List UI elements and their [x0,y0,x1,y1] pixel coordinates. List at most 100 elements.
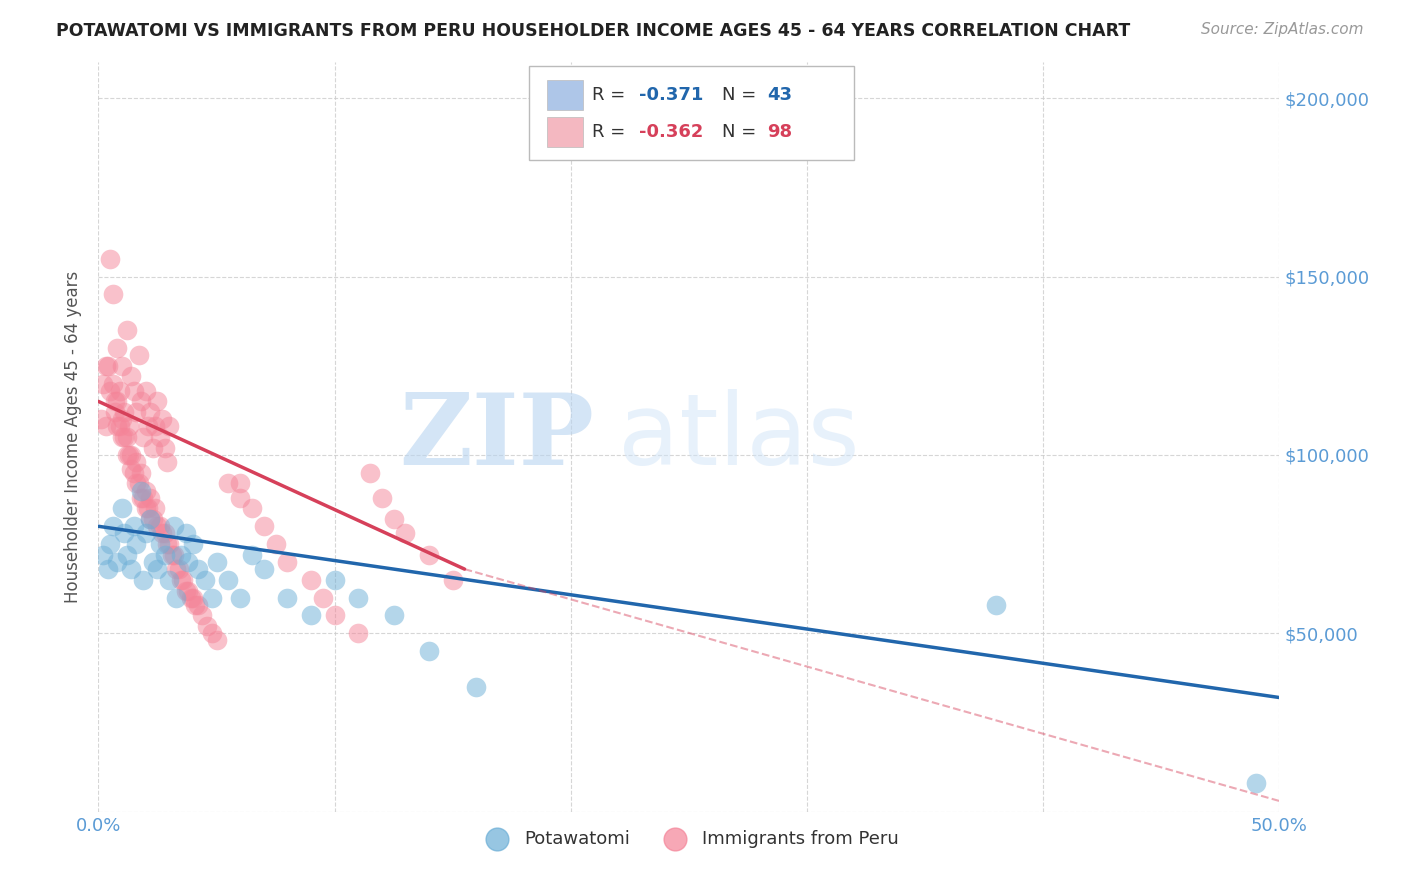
Point [108,419,131,434]
Point [441,573,464,587]
Point [129,394,152,409]
Point [229,491,252,505]
Point [129,491,152,505]
Point [382,608,405,623]
Point [139,405,162,419]
Point [165,562,187,576]
Point [91,548,114,562]
Bar [547,117,582,147]
Point [170,548,193,562]
Point [115,430,138,444]
Point [394,526,416,541]
Point [217,476,239,491]
Point [142,441,165,455]
Point [201,591,224,605]
Point [347,626,370,640]
Point [191,608,214,623]
Point [205,633,228,648]
Point [146,519,169,533]
Text: atlas: atlas [619,389,859,485]
Point [205,555,228,569]
Point [139,491,162,505]
Point [125,476,148,491]
Point [276,591,298,605]
Point [312,591,335,605]
Point [105,419,128,434]
Point [418,548,440,562]
Point [180,591,202,605]
Point [125,537,148,551]
Point [160,548,183,562]
Point [104,394,127,409]
Text: -0.371: -0.371 [640,86,704,103]
Point [187,598,209,612]
Point [187,562,209,576]
Point [128,476,150,491]
Point [165,591,187,605]
Point [105,555,128,569]
Point [195,619,218,633]
Point [229,591,252,605]
Point [101,519,124,533]
Point [91,376,114,391]
Point [105,341,128,355]
Point [143,419,166,434]
Point [112,405,135,419]
Point [97,359,120,373]
Point [90,412,112,426]
Text: POTAWATOMI VS IMMIGRANTS FROM PERU HOUSEHOLDER INCOME AGES 45 - 64 YEARS CORRELA: POTAWATOMI VS IMMIGRANTS FROM PERU HOUSE… [56,22,1130,40]
Point [167,562,190,576]
Point [299,573,322,587]
Point [1244,776,1267,790]
Point [149,430,172,444]
Point [146,562,169,576]
Point [101,287,124,301]
Point [418,644,440,658]
Point [264,537,287,551]
Point [118,419,141,434]
Point [240,548,263,562]
Text: R =: R = [592,123,631,141]
Point [201,626,224,640]
Point [132,491,155,505]
Bar [547,79,582,110]
Point [125,455,148,469]
Point [108,384,131,398]
Point [125,405,148,419]
Point [122,384,145,398]
Point [136,501,159,516]
Point [121,448,143,462]
Point [112,430,135,444]
Point [153,441,176,455]
Point [984,598,1007,612]
Point [465,680,488,694]
Point [121,369,143,384]
Text: 43: 43 [766,86,792,103]
Text: N =: N = [723,123,762,141]
Point [194,573,217,587]
Point [163,519,186,533]
Y-axis label: Householder Income Ages 45 - 64 years: Householder Income Ages 45 - 64 years [65,271,83,603]
Point [135,483,157,498]
Text: ZIP: ZIP [399,389,595,485]
Point [142,512,165,526]
Point [101,376,124,391]
Point [121,562,143,576]
Point [111,430,134,444]
Point [359,466,381,480]
Point [94,359,117,373]
Point [143,501,166,516]
Point [111,501,134,516]
Point [240,501,263,516]
Point [118,448,141,462]
Point [112,526,135,541]
Point [150,412,173,426]
Point [177,583,200,598]
Point [156,537,179,551]
Point [142,555,165,569]
Point [181,537,204,551]
Point [132,430,155,444]
Text: Source: ZipAtlas.com: Source: ZipAtlas.com [1201,22,1364,37]
Point [174,526,197,541]
Point [217,573,239,587]
